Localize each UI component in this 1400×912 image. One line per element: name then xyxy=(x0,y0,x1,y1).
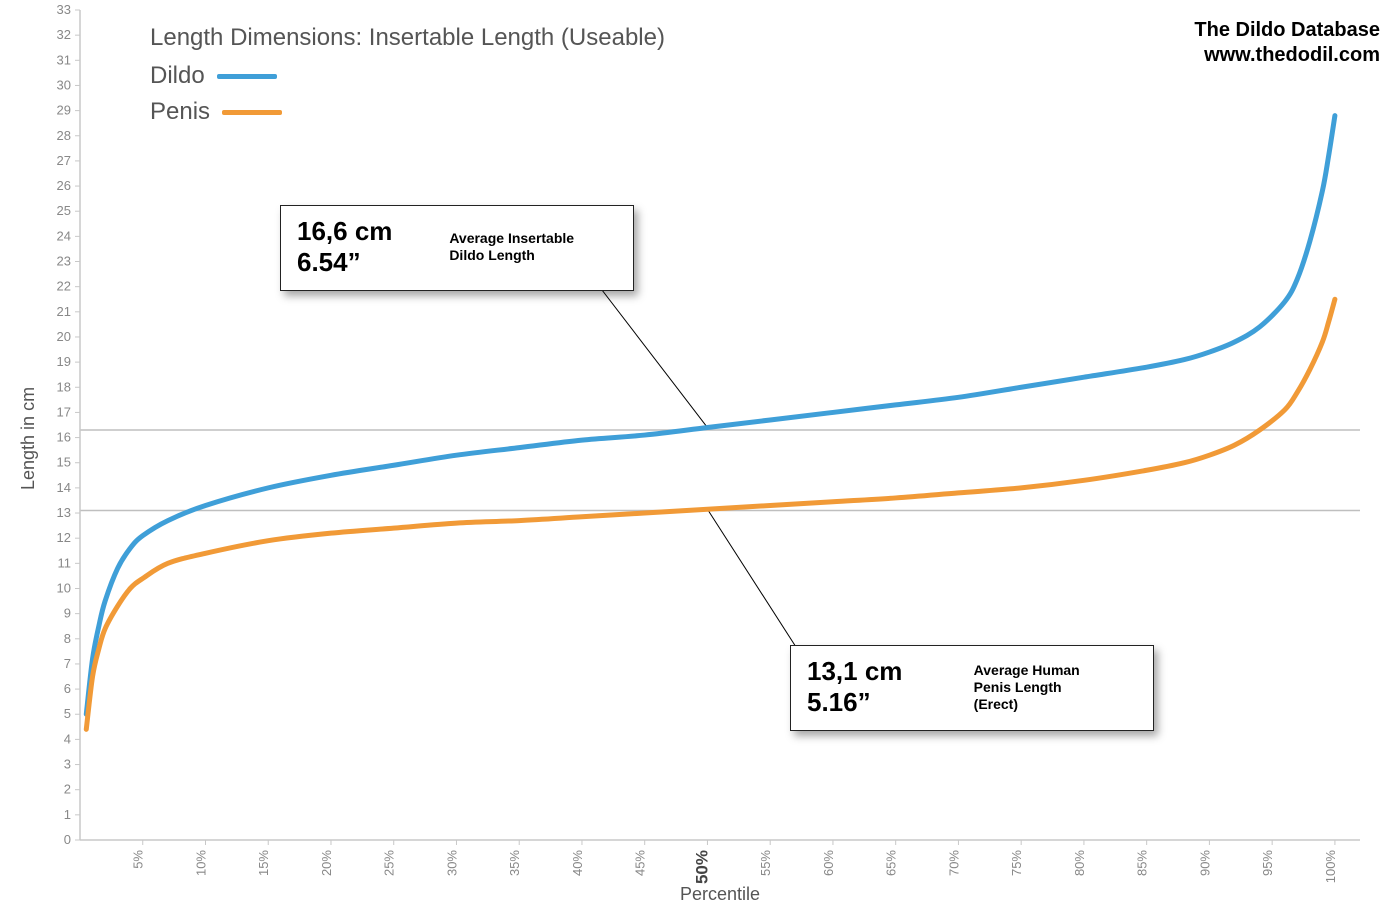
annotation-penis-average: 13,1 cm 5.16” Average Human Penis Length… xyxy=(790,645,1154,731)
svg-text:70%: 70% xyxy=(946,850,961,876)
svg-text:25%: 25% xyxy=(382,850,397,876)
svg-text:9: 9 xyxy=(64,606,71,621)
svg-text:12: 12 xyxy=(57,530,71,545)
branding-url: www.thedodil.com xyxy=(1194,43,1380,68)
svg-text:85%: 85% xyxy=(1135,850,1150,876)
svg-text:16: 16 xyxy=(57,430,71,445)
legend-label: Penis xyxy=(150,98,210,126)
legend-swatch-penis xyxy=(222,110,282,115)
svg-text:3: 3 xyxy=(64,757,71,772)
svg-text:32: 32 xyxy=(57,27,71,42)
svg-text:90%: 90% xyxy=(1197,850,1212,876)
svg-text:80%: 80% xyxy=(1072,850,1087,876)
svg-text:45%: 45% xyxy=(633,850,648,876)
annotation-value-metric: 13,1 cm xyxy=(807,656,960,687)
svg-text:13: 13 xyxy=(57,505,71,520)
svg-text:4: 4 xyxy=(64,731,71,746)
svg-text:29: 29 xyxy=(57,103,71,118)
svg-text:10%: 10% xyxy=(193,850,208,876)
annotation-desc: Average Human xyxy=(974,662,1137,679)
branding-title: The Dildo Database xyxy=(1194,18,1380,43)
svg-text:21: 21 xyxy=(57,304,71,319)
svg-text:35%: 35% xyxy=(507,850,522,876)
svg-text:20%: 20% xyxy=(319,850,334,876)
svg-text:15: 15 xyxy=(57,455,71,470)
annotation-desc: (Erect) xyxy=(974,696,1137,713)
annotation-dildo-average: 16,6 cm 6.54” Average Insertable Dildo L… xyxy=(280,205,634,291)
chart-title: Length Dimensions: Insertable Length (Us… xyxy=(150,24,665,52)
svg-text:22: 22 xyxy=(57,279,71,294)
svg-text:23: 23 xyxy=(57,254,71,269)
svg-text:60%: 60% xyxy=(821,850,836,876)
annotation-value-imperial: 5.16” xyxy=(807,687,960,718)
annotation-desc: Average Insertable xyxy=(449,230,617,247)
svg-text:19: 19 xyxy=(57,354,71,369)
svg-text:27: 27 xyxy=(57,153,71,168)
svg-text:2: 2 xyxy=(64,782,71,797)
svg-text:40%: 40% xyxy=(570,850,585,876)
x-axis-label: Percentile xyxy=(680,884,760,905)
svg-text:95%: 95% xyxy=(1260,850,1275,876)
svg-text:24: 24 xyxy=(57,228,71,243)
svg-text:5: 5 xyxy=(64,706,71,721)
svg-text:7: 7 xyxy=(64,656,71,671)
svg-text:65%: 65% xyxy=(884,850,899,876)
svg-text:75%: 75% xyxy=(1009,850,1024,876)
svg-text:10: 10 xyxy=(57,580,71,595)
legend-item-penis: Penis xyxy=(150,98,282,126)
svg-text:8: 8 xyxy=(64,631,71,646)
svg-text:1: 1 xyxy=(64,807,71,822)
y-axis-label: Length in cm xyxy=(18,387,39,490)
svg-text:14: 14 xyxy=(57,480,71,495)
svg-text:0: 0 xyxy=(64,832,71,847)
svg-text:55%: 55% xyxy=(758,850,773,876)
svg-text:15%: 15% xyxy=(256,850,271,876)
svg-text:26: 26 xyxy=(57,178,71,193)
annotation-value-metric: 16,6 cm xyxy=(297,216,435,247)
svg-text:30%: 30% xyxy=(444,850,459,876)
legend-swatch-dildo xyxy=(217,74,277,79)
svg-text:5%: 5% xyxy=(131,850,146,869)
svg-text:28: 28 xyxy=(57,128,71,143)
svg-text:30: 30 xyxy=(57,77,71,92)
svg-text:33: 33 xyxy=(57,2,71,17)
svg-text:6: 6 xyxy=(64,681,71,696)
chart-canvas: 0123456789101112131415161718192021222324… xyxy=(0,0,1400,912)
svg-text:100%: 100% xyxy=(1323,850,1338,884)
legend-item-dildo: Dildo xyxy=(150,62,277,90)
svg-text:17: 17 xyxy=(57,404,71,419)
svg-text:18: 18 xyxy=(57,379,71,394)
svg-text:20: 20 xyxy=(57,329,71,344)
branding-block: The Dildo Database www.thedodil.com xyxy=(1194,18,1380,68)
svg-text:31: 31 xyxy=(57,52,71,67)
svg-text:25: 25 xyxy=(57,203,71,218)
annotation-desc: Dildo Length xyxy=(449,247,617,264)
legend-label: Dildo xyxy=(150,62,205,90)
annotation-desc: Penis Length xyxy=(974,679,1137,696)
svg-text:11: 11 xyxy=(58,555,72,570)
svg-text:50%: 50% xyxy=(692,850,711,884)
annotation-value-imperial: 6.54” xyxy=(297,247,435,278)
